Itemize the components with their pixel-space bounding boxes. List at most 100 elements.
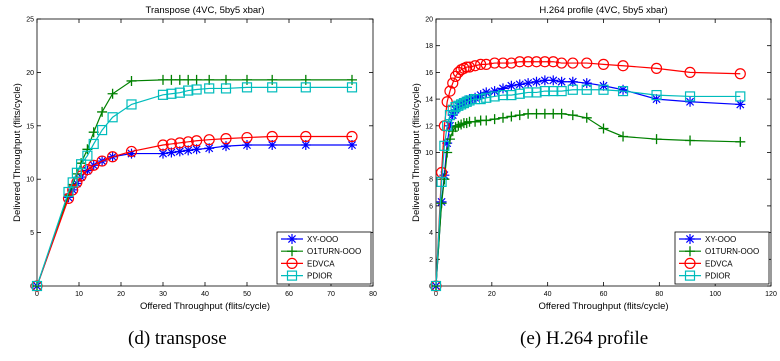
data-point (497, 57, 509, 69)
data-point (461, 95, 472, 106)
data-point (475, 93, 486, 105)
data-point (75, 159, 87, 170)
data-point (191, 74, 202, 85)
series-line (435, 89, 741, 287)
data-point (531, 108, 542, 119)
data-point (685, 135, 696, 146)
legend-entry: PDIOR (705, 272, 731, 281)
data-point (514, 88, 525, 99)
y-tick-label: 4 (429, 230, 433, 237)
data-point (617, 85, 629, 97)
data-point (522, 56, 534, 68)
data-point (505, 57, 517, 69)
data-point (242, 140, 252, 151)
x-tick-label: 0 (35, 291, 39, 298)
legend-entry: PDIOR (307, 272, 333, 281)
data-point (481, 115, 492, 126)
data-point (651, 89, 662, 101)
data-point (107, 88, 118, 99)
data-point (191, 135, 203, 147)
data-point (183, 74, 194, 85)
data-point (442, 138, 453, 149)
legend-entry: EDVCA (705, 259, 733, 268)
data-point (442, 120, 453, 131)
data-point (97, 106, 108, 117)
data-point (126, 148, 137, 159)
data-point (617, 60, 629, 72)
chart-title: H.264 profile (4VC, 5by5 xbar) (539, 5, 667, 16)
legend-entry: EDVCA (307, 259, 335, 268)
data-point (530, 56, 543, 68)
data-point (531, 87, 542, 98)
data-point (556, 57, 568, 69)
data-point (267, 82, 278, 93)
data-point (556, 85, 567, 97)
series-pdior (430, 84, 746, 292)
data-point (685, 96, 696, 107)
data-point (556, 76, 567, 87)
data-point (183, 145, 194, 156)
data-point (514, 79, 525, 90)
data-point (67, 177, 78, 188)
y-tick-label: 6 (429, 203, 433, 210)
data-point (506, 111, 517, 122)
data-point (158, 74, 168, 85)
data-point (464, 94, 475, 105)
series-line (435, 61, 741, 287)
legend-marker (684, 257, 696, 269)
data-point (469, 60, 481, 72)
data-point (96, 124, 108, 136)
data-point (548, 75, 559, 86)
data-point (481, 87, 492, 98)
y-tick-label: 12 (425, 123, 433, 130)
legend: XY-OOO O1TURN-OOO EDVCA PDIOR (674, 231, 770, 285)
data-point (523, 78, 534, 89)
data-point (347, 140, 357, 151)
data-point (498, 83, 508, 94)
data-point (221, 74, 231, 85)
data-point (470, 116, 481, 127)
data-point (598, 84, 609, 95)
y-tick-label: 20 (425, 17, 433, 24)
caption-transpose: (d) transpose (128, 328, 227, 349)
data-point (204, 143, 215, 154)
data-point (456, 98, 467, 109)
data-point (567, 57, 579, 69)
data-point (174, 137, 186, 149)
x-tick-label: 80 (369, 291, 377, 298)
data-point (436, 176, 447, 187)
data-point (125, 145, 138, 158)
y-tick-label: 18 (425, 43, 433, 50)
x-tick-label: 0 (434, 291, 438, 298)
series-line (36, 86, 352, 287)
y-axis-label: Delivered Throughput (flits/cycle) (12, 83, 23, 222)
data-point (497, 89, 509, 101)
data-point (581, 78, 592, 89)
x-tick-label: 10 (75, 291, 83, 298)
data-point (506, 89, 517, 101)
x-axis-label: Offered Throughput (flits/cycle) (538, 301, 668, 312)
legend-entry: O1TURN-OOO (705, 247, 759, 256)
data-point (464, 95, 475, 106)
data-point (300, 82, 311, 93)
data-point (346, 82, 358, 93)
data-point (439, 140, 450, 151)
legend-marker (286, 257, 298, 269)
data-point (734, 68, 746, 80)
data-point (506, 80, 517, 91)
series-edvca (31, 130, 358, 292)
y-tick-label: 8 (429, 177, 433, 184)
data-point (447, 77, 459, 89)
y-tick-label: 10 (425, 150, 433, 157)
data-point (481, 92, 492, 103)
data-point (547, 56, 559, 68)
data-point (436, 198, 447, 209)
data-point (166, 147, 177, 158)
data-point (498, 112, 508, 123)
data-point (220, 83, 232, 94)
data-point (567, 76, 578, 87)
data-point (598, 123, 609, 134)
